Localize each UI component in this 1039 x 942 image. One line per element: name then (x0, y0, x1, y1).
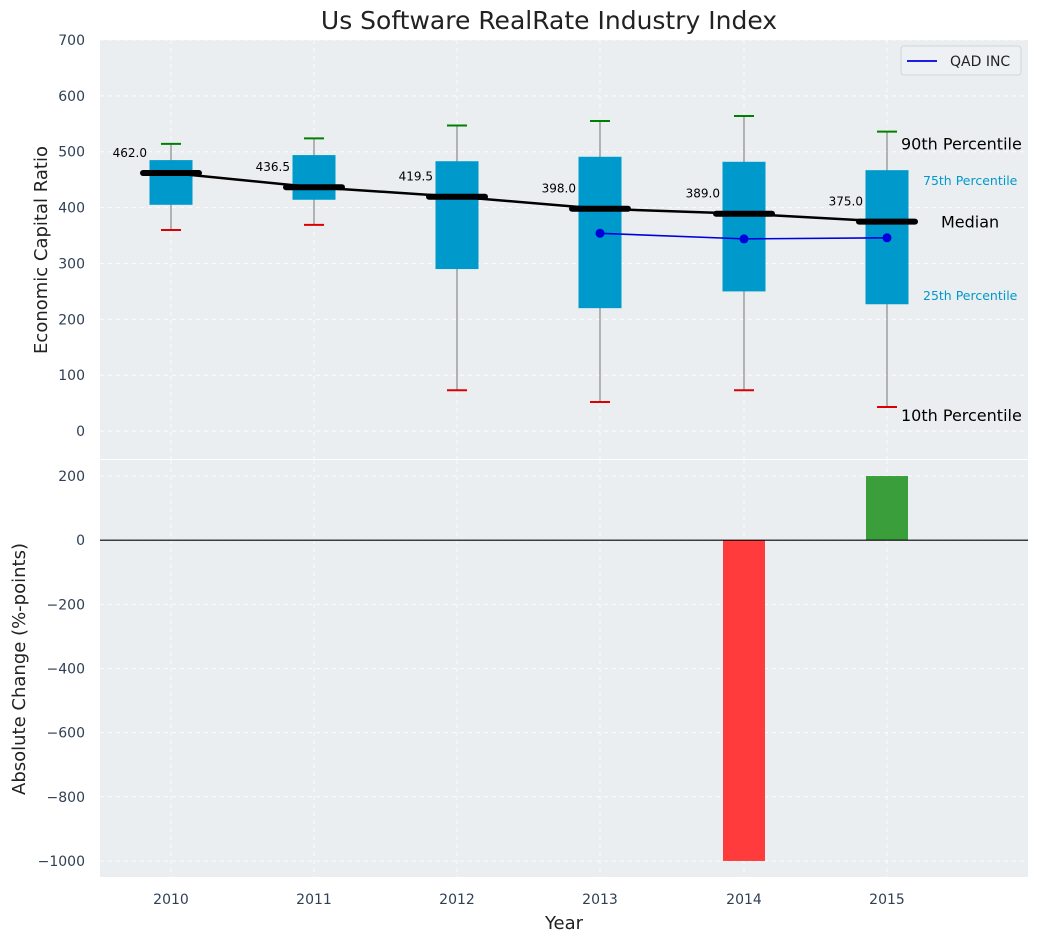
top-y-tick-label: 400 (58, 201, 85, 217)
median-value-label-2014: 389.0 (686, 187, 720, 201)
bottom-y-tick-label: −800 (47, 790, 85, 806)
legend-box (900, 45, 1022, 76)
series-point-qad-inc (882, 233, 892, 243)
top-y-tick-label: 200 (58, 312, 85, 328)
change-bar-2015 (866, 476, 908, 541)
bottom-y-tick-label: −1000 (38, 854, 85, 870)
annotation-p10: 10th Percentile (901, 406, 1022, 425)
x-axis-title: Year (544, 913, 584, 934)
annotation-p90: 90th Percentile (901, 135, 1022, 154)
series-point-qad-inc (739, 234, 749, 244)
annotation-p75: 75th Percentile (923, 173, 1018, 188)
bottom-y-tick-label: −600 (47, 726, 85, 742)
median-value-label-2013: 398.0 (542, 182, 576, 196)
annotation-p25: 25th Percentile (923, 288, 1018, 303)
iqr-box-2012 (435, 161, 479, 270)
iqr-box-2011 (292, 155, 336, 200)
bottom-y-axis-title: Absolute Change (%-points) (9, 543, 30, 795)
x-tick-label-2013: 2013 (582, 892, 618, 908)
top-y-tick-label: 600 (58, 89, 85, 105)
bottom-y-tick-label: −400 (47, 662, 85, 678)
box-plot-panel: 0 100 200 300 400 500 600 700 462.0 436.5 419.5 398… (58, 33, 1028, 459)
top-y-tick-label: 0 (76, 424, 85, 440)
chart-title: Us Software RealRate Industry Index (321, 6, 777, 35)
iqr-box-2010 (149, 160, 193, 205)
top-y-tick-label: 700 (58, 33, 85, 49)
top-y-tick-label: 100 (58, 368, 85, 384)
x-tick-label-2011: 2011 (296, 892, 332, 908)
median-value-label-2011: 436.5 (256, 160, 290, 174)
x-tick-label-2014: 2014 (726, 892, 762, 908)
x-tick-label-2010: 2010 (153, 892, 189, 908)
series-point-qad-inc (595, 228, 605, 238)
median-value-label-2012: 419.5 (399, 170, 433, 184)
top-y-axis-title: Economic Capital Ratio (31, 146, 52, 354)
bottom-y-tick-label: 0 (76, 533, 85, 549)
annotation-median: Median (941, 213, 999, 232)
change-bar-2014 (723, 540, 765, 861)
legend-label-qad-inc: QAD INC (950, 54, 1010, 70)
bottom-y-tick-label: 200 (58, 469, 85, 485)
x-tick-label-2012: 2012 (439, 892, 475, 908)
change-bar-panel: 200 0 −200 −400 −600 −800 −1000 2010 2011 2012 201… (38, 460, 1028, 908)
top-y-tick-label: 300 (58, 256, 85, 272)
legend: QAD INC (900, 45, 1022, 76)
top-y-tick-label: 500 (58, 145, 85, 161)
iqr-box-2014 (722, 161, 766, 292)
median-value-label-2010: 462.0 (113, 146, 147, 160)
bottom-y-tick-label: −200 (47, 597, 85, 613)
x-tick-label-2015: 2015 (869, 892, 905, 908)
median-value-label-2015: 375.0 (829, 195, 863, 209)
